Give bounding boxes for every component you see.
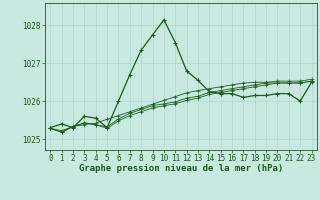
X-axis label: Graphe pression niveau de la mer (hPa): Graphe pression niveau de la mer (hPa) (79, 164, 283, 173)
